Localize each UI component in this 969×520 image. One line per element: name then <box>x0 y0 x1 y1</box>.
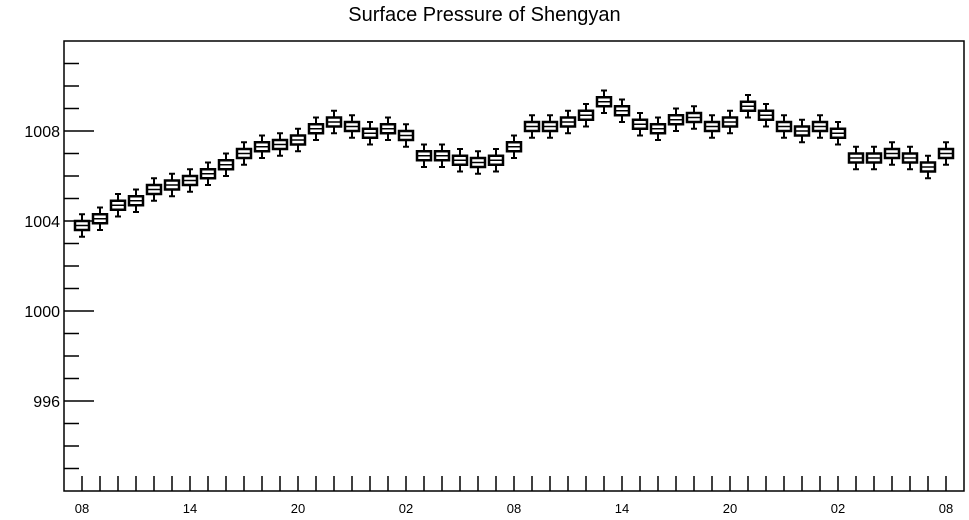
box-plot-item <box>865 145 883 171</box>
box-plot-item <box>613 98 631 123</box>
box-plot-item <box>847 145 865 171</box>
box-plot-item <box>487 148 505 173</box>
box-plot-item <box>919 154 937 180</box>
box-plot-item <box>127 188 145 213</box>
box-plot-item <box>73 213 91 238</box>
x-tick-label: 08 <box>507 501 521 516</box>
y-tick-label: 1008 <box>24 124 60 141</box>
box-plot-item <box>541 114 559 139</box>
x-tick-label: 20 <box>723 501 737 516</box>
box-plot-item <box>937 141 955 166</box>
box-plot-item <box>379 116 397 141</box>
box-plot-item <box>469 150 487 175</box>
x-tick-label: 08 <box>75 501 89 516</box>
box-plot-item <box>883 141 901 166</box>
box-plot-item <box>91 206 109 231</box>
box-plot-item <box>829 121 847 146</box>
box-plot-item <box>523 114 541 139</box>
box-plot-item <box>235 141 253 166</box>
x-axis: 08 14 20 02 08 14 20 02 08 <box>75 476 953 516</box>
plot-frame <box>63 40 965 492</box>
x-tick-label: 14 <box>183 501 197 516</box>
box-plot-item <box>415 143 433 168</box>
box-plot-item <box>253 134 271 159</box>
y-tick-label: 1000 <box>24 304 60 321</box>
box-plot-item <box>739 94 757 119</box>
box-plot-item <box>145 177 163 202</box>
box-plot-item <box>325 109 343 135</box>
box-plot-item <box>685 105 703 130</box>
box-plot-item <box>757 103 775 128</box>
box-plot-item <box>631 112 649 137</box>
y-tick-label: 1004 <box>24 214 60 231</box>
box-plot-item <box>901 145 919 171</box>
box-plot-item <box>361 121 379 146</box>
box-plot-item <box>109 193 127 218</box>
box-plot-item <box>721 109 739 135</box>
box-plot-item <box>217 152 235 177</box>
y-axis: 996 1000 1004 1008 <box>24 62 94 470</box>
box-plot-item <box>307 116 325 141</box>
box-plot-item <box>451 148 469 173</box>
box-plot-item <box>595 89 613 114</box>
box-plot-item <box>811 114 829 139</box>
box-plot-item <box>667 107 685 132</box>
box-plot-item <box>397 123 415 148</box>
box-plot-item <box>559 109 577 135</box>
box-series <box>73 89 955 238</box>
x-tick-label: 02 <box>399 501 413 516</box>
box-plot-item <box>775 114 793 139</box>
x-tick-label: 02 <box>831 501 845 516</box>
box-plot-item <box>199 161 217 186</box>
box-plot-item <box>649 116 667 141</box>
box-plot-item <box>271 132 289 157</box>
box-plot-item <box>577 103 595 128</box>
box-plot-item <box>793 118 811 144</box>
x-tick-label: 08 <box>939 501 953 516</box>
box-plot-item <box>703 114 721 139</box>
x-tick-label: 20 <box>291 501 305 516</box>
box-plot-item <box>289 127 307 153</box>
y-tick-label: 996 <box>33 394 60 411</box>
chart-title: Surface Pressure of Shengyan <box>348 4 621 26</box>
box-plot-item <box>181 168 199 193</box>
box-plot-item <box>505 134 523 159</box>
box-plot-item <box>433 143 451 168</box>
box-plot-item <box>163 172 181 198</box>
box-plot-item <box>343 114 361 139</box>
x-tick-label: 14 <box>615 501 629 516</box>
